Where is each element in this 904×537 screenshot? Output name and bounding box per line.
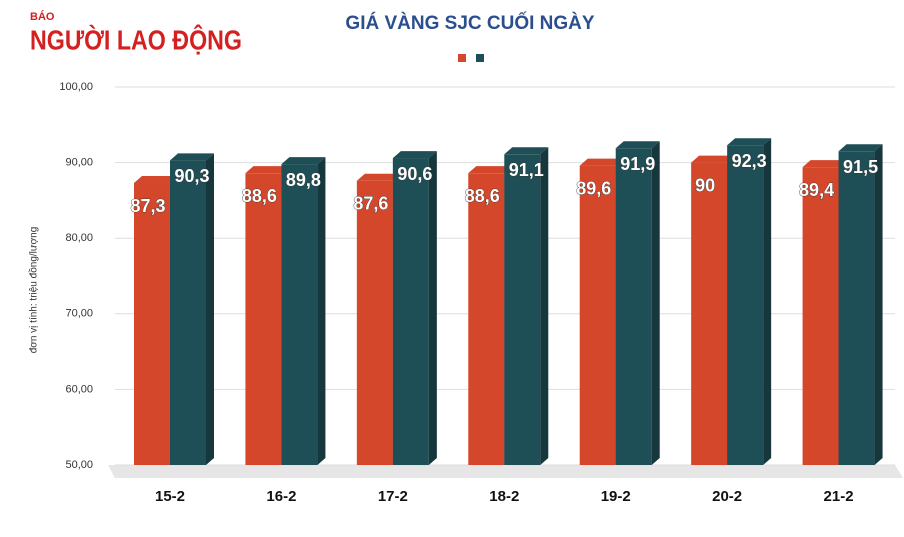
- y-tick-label: 70,00: [65, 308, 93, 320]
- value-label: 91,5: [843, 157, 878, 177]
- bar: [838, 151, 875, 465]
- bar: [504, 154, 541, 465]
- value-label: 88,6: [465, 186, 500, 206]
- bar: [615, 148, 652, 465]
- bar: [468, 173, 505, 465]
- value-label: 91,1: [509, 160, 544, 180]
- bar-top: [134, 176, 178, 184]
- value-label: 90,3: [174, 166, 209, 186]
- bar: [170, 160, 206, 465]
- bar-top: [615, 141, 660, 149]
- bar-top: [170, 153, 214, 161]
- bar: [802, 167, 839, 466]
- x-tick-label: 19-2: [601, 488, 631, 505]
- x-tick-label: 21-2: [824, 488, 854, 505]
- bar: [356, 180, 393, 465]
- floor: [108, 465, 903, 478]
- value-label: 89,6: [576, 178, 611, 198]
- bar-side: [874, 144, 883, 465]
- legend-swatch: [458, 54, 466, 62]
- bar-top: [691, 155, 736, 163]
- value-label: 90,6: [397, 164, 432, 184]
- chart-title: GIÁ VÀNG SJC CUỐI NGÀY: [345, 12, 594, 34]
- bar-top: [504, 147, 549, 155]
- legend-swatch: [476, 54, 484, 62]
- logo-small: BÁO: [30, 10, 55, 23]
- y-tick-label: 90,00: [65, 157, 93, 169]
- bar-top: [245, 166, 290, 174]
- bar-side: [428, 151, 437, 465]
- logo-name: NGƯỜI LAO ĐỘNG: [30, 23, 242, 55]
- y-tick-label: 50,00: [65, 459, 93, 471]
- y-axis-label: đơn vị tính: triệu đồng/lượng: [28, 227, 40, 354]
- bar: [691, 162, 728, 465]
- value-label: 89,4: [799, 180, 834, 200]
- bar-top: [356, 173, 401, 181]
- value-label: 87,6: [353, 193, 388, 213]
- value-label: 91,9: [620, 154, 655, 174]
- bar-side: [651, 141, 660, 465]
- bar-side: [206, 153, 214, 465]
- bar-top: [468, 166, 513, 174]
- y-tick-label: 60,00: [65, 383, 93, 395]
- bar-top: [802, 160, 847, 168]
- value-label: 88,6: [242, 186, 277, 206]
- x-tick-label: 15-2: [155, 488, 185, 505]
- x-tick-label: 16-2: [266, 488, 296, 505]
- bar: [727, 145, 764, 465]
- value-label: 87,3: [130, 196, 165, 216]
- bar-top: [838, 144, 883, 152]
- bar-top: [281, 157, 326, 165]
- value-label: 89,8: [286, 170, 321, 190]
- value-label: 92,3: [732, 151, 767, 171]
- bar-top: [727, 138, 772, 146]
- y-tick-label: 100,00: [59, 81, 93, 93]
- y-tick-label: 80,00: [65, 232, 93, 244]
- bar-top: [579, 158, 624, 166]
- bar: [134, 183, 170, 465]
- x-tick-label: 18-2: [489, 488, 519, 505]
- value-label: 90: [695, 175, 715, 195]
- bar-side: [317, 157, 326, 465]
- bar: [245, 173, 282, 465]
- x-tick-label: 17-2: [378, 488, 408, 505]
- bar: [281, 164, 318, 465]
- bar: [579, 165, 616, 465]
- x-tick-label: 20-2: [712, 488, 742, 505]
- bar-side: [763, 138, 772, 465]
- bar: [392, 158, 429, 465]
- bar-top: [392, 151, 437, 159]
- bar-side: [540, 147, 549, 465]
